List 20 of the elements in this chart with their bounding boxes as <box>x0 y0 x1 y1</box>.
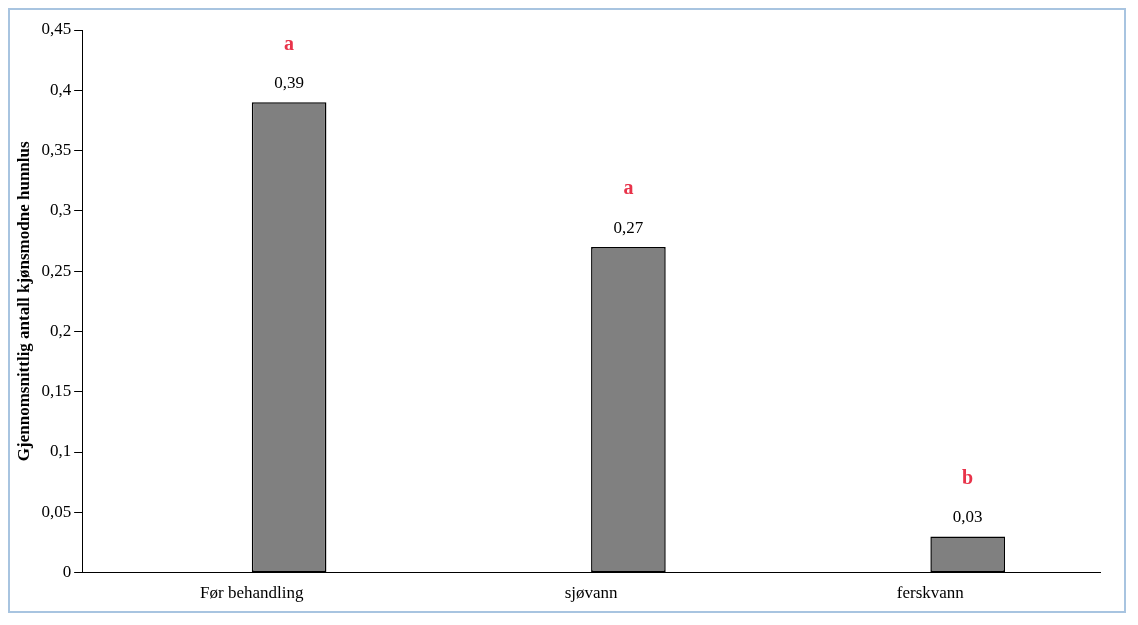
y-tick-label: 0,25 <box>41 260 72 280</box>
data-label: 0,39 <box>274 73 304 93</box>
x-tick-label: Før behandling <box>200 583 304 603</box>
y-tick-label: 0 <box>62 562 72 582</box>
x-tick-label: ferskvann <box>896 583 965 603</box>
data-label: 0,03 <box>952 507 983 527</box>
annotation: a <box>284 31 295 54</box>
y-tick-label: 0,05 <box>41 501 72 521</box>
data-label: 0,27 <box>613 218 644 238</box>
annotation: b <box>962 465 974 488</box>
x-tick-label: sjøvann <box>564 583 619 603</box>
annotation: a <box>623 176 634 199</box>
y-tick-label: 0,4 <box>49 79 72 99</box>
y-tick-label: 0,15 <box>41 381 72 401</box>
y-tick-label: 0,3 <box>49 200 72 220</box>
y-axis-title: Gjennomsnittlig antall kjønsmodne hunnlus <box>13 141 33 462</box>
y-tick-label: 0,1 <box>49 441 72 461</box>
y-tick-label: 0,2 <box>49 320 72 340</box>
y-tick-label: 0,45 <box>41 19 72 39</box>
y-tick-label: 0,35 <box>41 140 72 160</box>
